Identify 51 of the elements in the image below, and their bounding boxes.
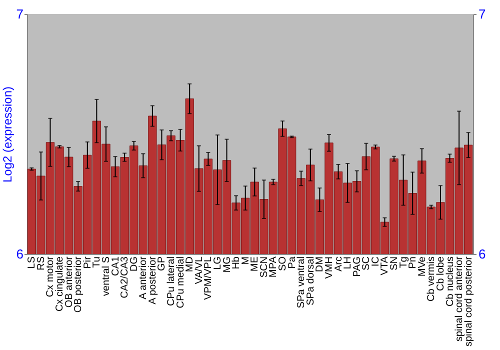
y-axis-title: Log2 (expression) [0,86,14,183]
x-tick-label: RS [36,256,47,270]
x-tick-label: PAG [352,256,363,277]
x-tick-label: A anterior [138,256,150,300]
x-tick-label: VTA [380,256,391,276]
x-tick-label: SC [361,256,372,270]
x-tick-label: Arc [333,256,344,272]
x-tick-label: CPu medial [175,256,186,308]
y2-tick-label: 7 [478,6,486,22]
x-tick-label: CPu lateral [166,256,178,306]
x-tick-label: GP [156,256,168,271]
x-tick-label: VMH [324,256,335,279]
x-tick-label: Cx cingulate [54,256,66,312]
x-tick-label: A posterior [147,256,158,304]
x-tick-label: SN [389,256,400,270]
x-tick-label: Pa [286,256,298,269]
x-tick-label: Tu [92,256,103,268]
x-tick-label: Cb nucleus [444,256,456,307]
x-tick-label: LH [342,256,354,270]
x-tick-label: CA2/CA3 [120,256,131,298]
x-tick-label: Pn [408,256,419,269]
x-tick-label: MG [222,256,233,273]
x-tick-label: SCN [258,256,270,278]
x-tick-label: DM [314,256,326,272]
x-tick-label: Cb lobe [435,256,446,291]
x-tick-label: spinal cord anterior [454,256,466,342]
x-tick-label: LS [26,256,38,269]
y2-tick-label: 6 [478,246,486,262]
x-tick-label: CA1 [110,256,122,276]
x-tick-label: Pir [82,256,94,269]
x-tick-label: MD [184,256,196,272]
x-tick-label: MVe [416,256,428,277]
x-tick-label: SPa ventral [296,256,308,308]
x-tick-label: SO [278,256,289,271]
x-tick-label: Hb [231,256,242,270]
x-tick-label: LG [212,256,224,270]
x-tick-label: Tg [398,256,410,268]
x-tick-label: Cb vermis [426,256,438,302]
x-tick-label: MPA [268,256,280,278]
x-tick-label: DG [128,256,140,272]
x-tick-label: VPM/VPL [203,256,214,300]
x-tick-label: OB posterior [73,256,84,313]
x-tick-label: VA/VL [194,256,205,284]
x-tick-label: Cx motor [45,256,56,298]
x-tick-label: ventral S [100,256,112,296]
x-tick-label: M [240,256,252,265]
x-tick-label: ME [250,256,261,272]
x-tick-label: SPa dorsal [305,256,316,306]
x-tick-label: spinal cord posterior [463,256,474,347]
x-tick-label: OB anterior [64,256,75,308]
x-tick-label: IC [370,256,382,266]
